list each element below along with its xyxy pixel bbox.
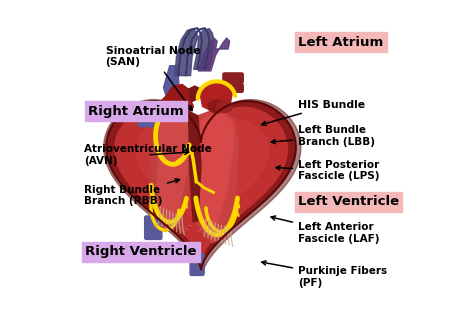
Ellipse shape	[217, 100, 232, 112]
Text: HIS Bundle: HIS Bundle	[262, 100, 365, 126]
Polygon shape	[164, 66, 179, 97]
Polygon shape	[137, 119, 268, 236]
FancyBboxPatch shape	[138, 117, 162, 127]
Polygon shape	[157, 111, 189, 221]
Text: Left Bundle
Branch (LBB): Left Bundle Branch (LBB)	[271, 125, 375, 147]
Ellipse shape	[169, 100, 186, 113]
Text: Right Atrium: Right Atrium	[88, 105, 184, 118]
Text: Left Atrium: Left Atrium	[298, 36, 383, 49]
Polygon shape	[107, 102, 295, 269]
Text: Right Ventricle: Right Ventricle	[85, 245, 197, 259]
Polygon shape	[104, 100, 301, 275]
FancyBboxPatch shape	[145, 216, 162, 239]
Ellipse shape	[178, 100, 193, 112]
FancyBboxPatch shape	[190, 254, 204, 275]
Polygon shape	[193, 111, 238, 243]
Text: Right Bundle
Branch (RBB): Right Bundle Branch (RBB)	[83, 179, 180, 207]
Polygon shape	[200, 81, 232, 111]
Polygon shape	[115, 107, 287, 261]
Polygon shape	[198, 114, 234, 233]
Polygon shape	[189, 111, 201, 222]
Polygon shape	[151, 108, 193, 232]
FancyBboxPatch shape	[225, 84, 243, 92]
Ellipse shape	[208, 100, 225, 113]
Polygon shape	[160, 85, 191, 111]
Text: Purkinje Fibers
(PF): Purkinje Fibers (PF)	[262, 261, 387, 288]
Text: Sinoatrial Node
(SAN): Sinoatrial Node (SAN)	[106, 45, 200, 110]
Ellipse shape	[184, 148, 192, 154]
Text: Atrioventricular Node
(AVN): Atrioventricular Node (AVN)	[83, 144, 211, 166]
Polygon shape	[189, 86, 201, 102]
Text: Left Posterior
Fascicle (LPS): Left Posterior Fascicle (LPS)	[276, 160, 380, 182]
FancyBboxPatch shape	[223, 73, 243, 83]
Text: Left Anterior
Fascicle (LAF): Left Anterior Fascicle (LAF)	[271, 216, 380, 244]
Text: Left Ventricle: Left Ventricle	[298, 195, 399, 208]
